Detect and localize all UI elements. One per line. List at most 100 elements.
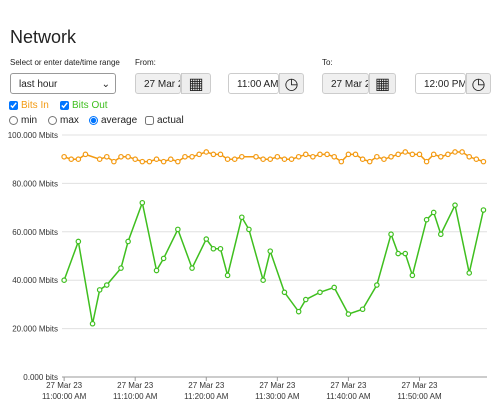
radio[interactable]	[9, 116, 18, 125]
data-point	[210, 245, 217, 252]
mode-average[interactable]: average	[89, 115, 137, 126]
data-point	[402, 149, 409, 155]
data-point	[480, 207, 487, 213]
legend-label: Bits In	[21, 100, 49, 111]
data-point	[388, 231, 394, 238]
data-point	[68, 156, 75, 163]
data-point	[189, 265, 195, 271]
checkbox[interactable]	[9, 101, 18, 110]
mode-min[interactable]: min	[9, 115, 37, 126]
from-time[interactable]: 11:00 AM	[228, 73, 279, 94]
x-tick-label: 11:20:00 AM	[184, 392, 229, 401]
data-point	[395, 250, 401, 257]
x-tick-label: 11:00:00 AM	[42, 392, 87, 401]
data-point	[75, 238, 82, 245]
data-point	[331, 153, 337, 160]
data-point	[381, 156, 387, 163]
checkbox[interactable]	[145, 116, 154, 125]
data-point	[253, 153, 259, 160]
data-point	[160, 158, 167, 165]
data-point	[182, 153, 188, 160]
data-point	[452, 202, 458, 208]
range-label: Select or enter date/time range	[10, 58, 120, 67]
from-date[interactable]: 27 Mar 2	[135, 73, 181, 94]
data-point	[224, 156, 231, 163]
radio[interactable]	[89, 116, 98, 125]
y-tick-label: 100.000 Mbits	[8, 131, 58, 140]
data-point	[139, 199, 146, 206]
data-point	[302, 296, 309, 303]
data-point	[160, 255, 167, 262]
data-point	[118, 153, 124, 160]
checkbox[interactable]	[60, 101, 69, 110]
x-tick-label: 11:50:00 AM	[397, 392, 442, 401]
y-tick-label: 40.000 Mbits	[12, 276, 58, 285]
range-value: last hour	[19, 79, 58, 90]
data-point	[189, 153, 195, 160]
data-point	[203, 236, 210, 242]
data-point	[96, 287, 103, 293]
x-tick-date: 27 Mar 23	[401, 381, 438, 390]
actual-toggle[interactable]: actual	[145, 115, 184, 126]
data-point	[430, 151, 437, 158]
clock-button[interactable]: ◷	[279, 73, 304, 94]
data-point	[302, 151, 309, 158]
data-point	[310, 153, 316, 160]
x-tick-date: 27 Mar 23	[46, 381, 83, 390]
data-point	[239, 153, 245, 160]
to-time[interactable]: 12:00 PM	[415, 73, 466, 94]
data-point	[409, 272, 416, 279]
x-tick-date: 27 Mar 23	[330, 381, 367, 390]
data-point	[153, 267, 160, 274]
clock-button[interactable]: ◷	[466, 73, 491, 94]
data-point	[459, 149, 465, 155]
data-point	[281, 156, 288, 163]
data-point	[217, 245, 224, 252]
radio[interactable]	[48, 116, 57, 125]
data-point	[146, 158, 153, 165]
data-point	[423, 216, 430, 223]
y-tick-label: 20.000 Mbits	[12, 325, 58, 334]
data-point	[175, 158, 181, 165]
data-point	[466, 270, 473, 276]
mode-label: max	[60, 115, 79, 126]
data-point	[139, 158, 146, 165]
data-point	[359, 306, 366, 313]
data-point	[210, 151, 217, 158]
data-point	[295, 308, 302, 315]
data-point	[288, 156, 295, 163]
to-date[interactable]: 27 Mar 2	[322, 73, 369, 94]
data-point	[317, 289, 323, 296]
data-point	[295, 153, 302, 160]
series-line	[63, 151, 484, 163]
mode-label: min	[21, 115, 38, 126]
data-point	[239, 214, 245, 221]
to-label: To:	[322, 58, 333, 67]
data-point	[231, 156, 238, 163]
data-point	[118, 265, 124, 271]
data-point	[246, 226, 252, 233]
x-tick-label: 11:10:00 AM	[113, 392, 158, 401]
range-select[interactable]: last hour ⌄	[10, 73, 116, 94]
bits-out-toggle[interactable]: Bits Out	[60, 100, 108, 111]
y-tick-label: 80.000 Mbits	[12, 179, 58, 188]
data-point	[374, 153, 380, 160]
calendar-button[interactable]: ▦	[369, 73, 396, 94]
x-tick-date: 27 Mar 23	[188, 381, 225, 390]
x-tick-label: 11:30:00 AM	[255, 392, 300, 401]
data-point	[175, 226, 181, 233]
data-point	[452, 149, 458, 155]
data-point	[267, 248, 274, 254]
data-point	[132, 156, 139, 163]
data-point	[75, 156, 82, 163]
data-point	[438, 153, 444, 160]
data-point	[374, 282, 380, 288]
data-point	[61, 277, 67, 284]
bits-in-toggle[interactable]: Bits In	[9, 100, 49, 111]
mode-max[interactable]: max	[48, 115, 79, 126]
from-label: From:	[135, 58, 156, 67]
data-point	[96, 156, 103, 163]
calendar-button[interactable]: ▦	[181, 73, 211, 94]
x-tick-label: 11:40:00 AM	[326, 392, 371, 401]
